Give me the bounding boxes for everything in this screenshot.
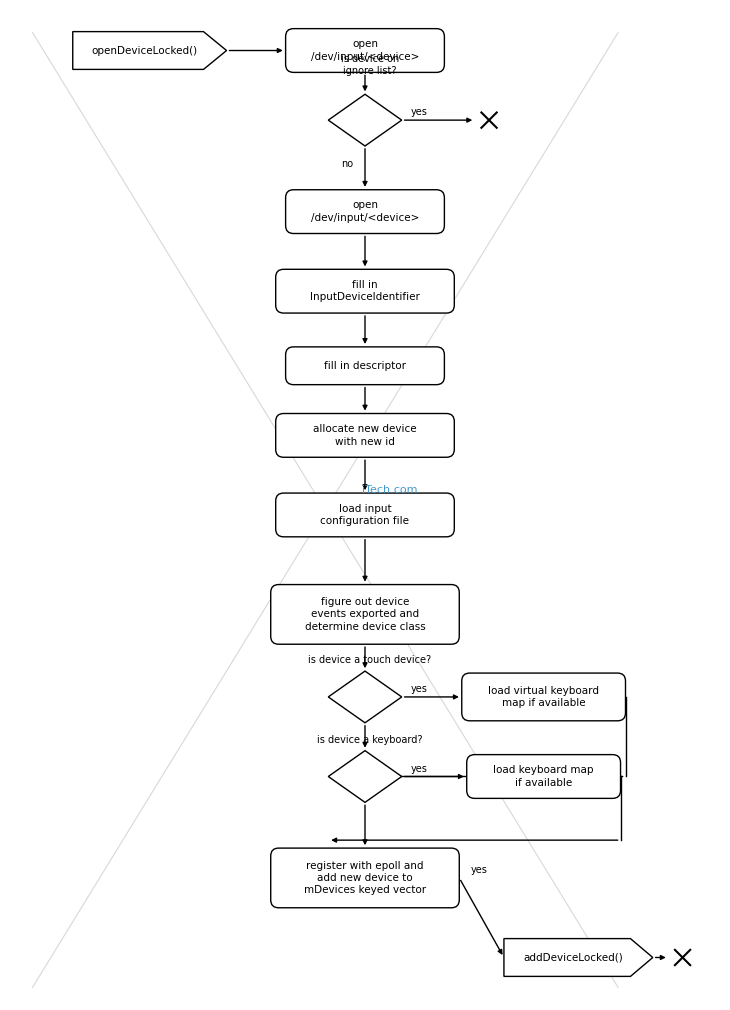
Text: yes: yes	[471, 865, 488, 875]
FancyBboxPatch shape	[271, 848, 459, 908]
Text: iTech.com: iTech.com	[362, 485, 418, 495]
FancyBboxPatch shape	[276, 270, 454, 313]
Text: yes: yes	[411, 684, 428, 694]
FancyBboxPatch shape	[285, 346, 445, 385]
Text: load input
configuration file: load input configuration file	[320, 504, 410, 526]
Text: yes: yes	[411, 107, 428, 117]
Text: open
/dev/input/<device>: open /dev/input/<device>	[311, 200, 419, 223]
Text: fill in
InputDeviceIdentifier: fill in InputDeviceIdentifier	[310, 280, 420, 302]
Text: no: no	[341, 159, 353, 169]
FancyBboxPatch shape	[276, 413, 454, 458]
Text: openDeviceLocked(): openDeviceLocked()	[92, 45, 198, 56]
Polygon shape	[504, 938, 653, 977]
FancyBboxPatch shape	[276, 493, 454, 537]
FancyBboxPatch shape	[271, 585, 459, 644]
FancyBboxPatch shape	[285, 28, 445, 73]
Text: yes: yes	[411, 764, 428, 774]
Text: figure out device
events exported and
determine device class: figure out device events exported and de…	[304, 597, 426, 632]
Text: addDeviceLocked(): addDeviceLocked()	[523, 952, 623, 963]
FancyBboxPatch shape	[466, 754, 620, 798]
FancyBboxPatch shape	[285, 190, 445, 233]
Text: allocate new device
with new id: allocate new device with new id	[313, 424, 417, 446]
Text: load virtual keyboard
map if available: load virtual keyboard map if available	[488, 686, 599, 708]
Polygon shape	[73, 31, 226, 70]
Text: is device a touch device?: is device a touch device?	[308, 655, 431, 666]
Text: fill in descriptor: fill in descriptor	[324, 361, 406, 371]
Text: register with epoll and
add new device to
mDevices keyed vector: register with epoll and add new device t…	[304, 861, 426, 895]
Text: load keyboard map
if available: load keyboard map if available	[493, 766, 594, 788]
Polygon shape	[328, 94, 402, 146]
Text: open
/dev/input/<device>: open /dev/input/<device>	[311, 39, 419, 62]
Text: is device on
ignore list?: is device on ignore list?	[341, 54, 399, 77]
Polygon shape	[328, 671, 402, 723]
Polygon shape	[328, 750, 402, 802]
FancyBboxPatch shape	[462, 673, 626, 721]
Text: is device a keyboard?: is device a keyboard?	[318, 734, 423, 744]
